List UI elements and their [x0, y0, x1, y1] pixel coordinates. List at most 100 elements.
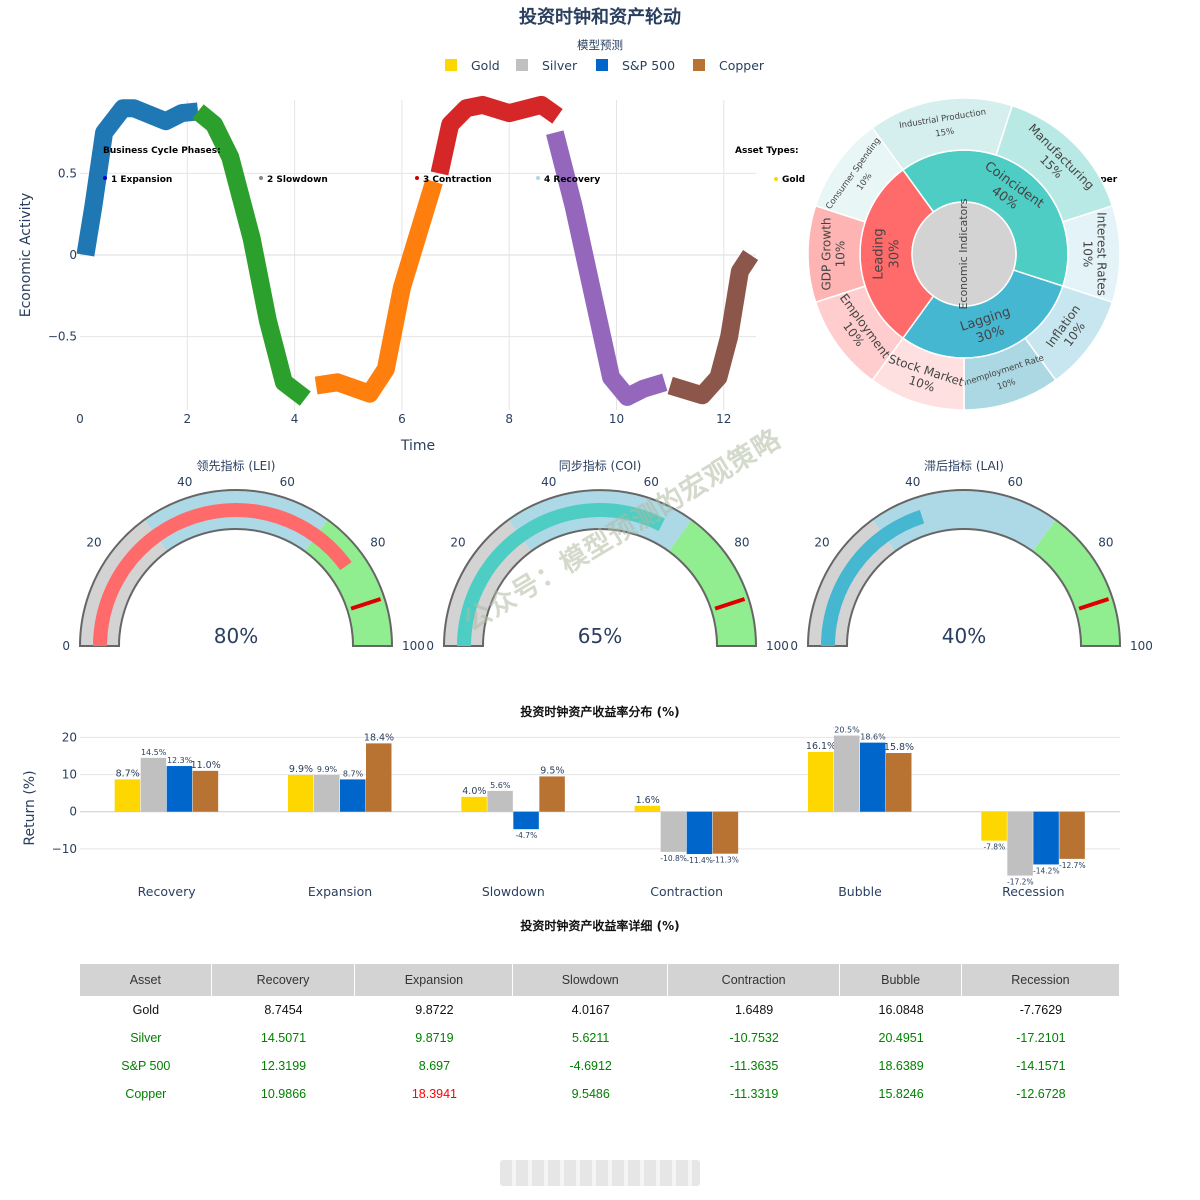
bar-data-label: -14.2% — [1033, 866, 1060, 875]
gauge-threshold-1 — [714, 597, 746, 611]
table-cell: 14.5071 — [260, 1031, 307, 1045]
table-cell: -7.7629 — [1019, 1003, 1063, 1017]
legend-swatch-1 — [516, 59, 528, 71]
bar-gold — [981, 811, 1007, 841]
page-title: 投资时钟和资产轮动 — [519, 6, 681, 28]
gauge-tick: 60 — [644, 475, 659, 489]
phase-label-3: 4 Recovery — [544, 175, 600, 185]
cycle-segment-5 — [546, 130, 668, 406]
bar-data-label: -11.3% — [712, 856, 739, 865]
x-tick-label: 2 — [183, 412, 191, 426]
table-cell: 4.0167 — [571, 1003, 610, 1017]
bar-silver — [1007, 811, 1033, 876]
x-tick-label: 10 — [609, 412, 624, 426]
gauge-tick: 40 — [177, 475, 192, 489]
table-row: Silver 14.5071 9.8719 5.6211 -10.7532 20.4951… — [80, 1024, 1120, 1052]
gauge-outline — [78, 489, 394, 647]
gauge-threshold-2 — [1078, 597, 1110, 611]
table-header-cell: Bubble — [840, 964, 962, 996]
bar-gold — [461, 796, 487, 812]
gauge-title-1: 同步指标 (COI) — [559, 458, 642, 473]
gauge-band — [872, 490, 1056, 552]
sunburst-outer-value: 10% — [834, 241, 848, 268]
top-legend: Gold Silver S&P 500 Copper — [445, 58, 765, 73]
sunburst-outer-segment — [814, 126, 904, 223]
table-cell: 5.6211 — [572, 1031, 610, 1045]
gauge-band — [1032, 519, 1120, 646]
legend-label-2: S&P 500 — [622, 58, 675, 73]
table-cell: 18.6389 — [878, 1059, 924, 1073]
gauge-outline — [806, 489, 1122, 647]
gauge-value-bar-0 — [93, 503, 352, 646]
bar-data-label: 5.6% — [490, 781, 511, 790]
bar-data-label: -11.4% — [686, 856, 713, 865]
gauge-tick: 20 — [86, 535, 101, 549]
y-axis-label: Economic Activity — [18, 193, 34, 318]
sunburst-inner-label: Leading — [872, 228, 887, 279]
gauge-threshold-0 — [350, 597, 382, 611]
bar-silver — [140, 757, 167, 812]
bar-data-label: 9.9% — [289, 764, 313, 775]
cycle-segment-1 — [76, 99, 199, 257]
bar-data-label: 15.8% — [884, 742, 914, 753]
bar-category-label: Recession — [1002, 884, 1064, 899]
table-cell: -4.6912 — [569, 1059, 612, 1073]
table-cell: 9.8719 — [415, 1031, 454, 1045]
table-header-cell: Contraction — [667, 964, 841, 996]
y-tick-label: −0.5 — [48, 330, 77, 344]
bar-y-tick: 10 — [62, 768, 77, 782]
gauge-tick: 80 — [734, 535, 749, 549]
bar-copper — [192, 770, 219, 812]
gauge-value-bar-1 — [457, 502, 665, 646]
phase-marker-2 — [415, 176, 419, 180]
bar-category-label: Contraction — [650, 884, 723, 899]
phases-title: Business Cycle Phases: — [103, 146, 221, 156]
bar-s-p-500 — [513, 811, 539, 830]
bar-category-label: Bubble — [838, 884, 882, 899]
bar-copper — [1059, 811, 1085, 859]
returns-bar-chart: 投资时钟资产收益率分布 (%) −10 0 10 20 Return (%) Recover… — [22, 704, 1120, 899]
table-header-cell: Recession — [961, 964, 1120, 996]
assets-title: Asset Types: — [735, 146, 799, 156]
phase-label-1: 2 Slowdown — [267, 175, 328, 185]
blurred-footer-bar — [500, 1160, 700, 1186]
gauge-tick: 100 — [1130, 639, 1153, 653]
bar-data-label: -4.7% — [515, 831, 537, 840]
table-cell: -12.6728 — [1016, 1087, 1066, 1101]
table-cell: 15.8246 — [878, 1087, 924, 1101]
table-cell: -17.2101 — [1016, 1031, 1066, 1045]
bar-data-label: 18.6% — [860, 733, 886, 742]
sunburst-outer-value: 10% — [1081, 241, 1095, 268]
sunburst-center-label: Economic Indicators — [957, 198, 970, 309]
asset-label-0: Gold — [782, 175, 805, 185]
table-body: Gold 8.7454 9.8722 4.0167 1.6489 16.0848 -7.76… — [80, 996, 1120, 1108]
gauge-tick: 20 — [814, 535, 829, 549]
bar-copper — [712, 811, 739, 854]
legend-swatch-2 — [596, 59, 608, 71]
bar-data-label: -7.8% — [983, 843, 1005, 852]
returns-table: Asset Recovery Expansion Slowdown Contractio… — [80, 964, 1120, 1108]
gauge-tick: 100 — [402, 639, 425, 653]
bar-category-label: Expansion — [308, 884, 372, 899]
x-tick-label: 0 — [76, 412, 84, 426]
bar-data-label: 14.5% — [141, 748, 167, 757]
bar-data-label: -12.7% — [1059, 861, 1086, 870]
bar-silver — [660, 811, 687, 852]
table-header-row: Asset Recovery Expansion Slowdown Contractio… — [80, 964, 1120, 996]
table-cell: S&P 500 — [121, 1059, 171, 1073]
bar-data-label: 1.6% — [636, 795, 660, 806]
bar-y-axis-label: Return (%) — [22, 770, 38, 845]
table-cell: 18.3941 — [411, 1087, 457, 1101]
sunburst-outer-label: Interest Rates — [1095, 212, 1109, 296]
bar-data-label: 8.7% — [116, 768, 140, 779]
legend-label-1: Silver — [542, 58, 578, 73]
table-cell: 8.697 — [418, 1059, 451, 1073]
phase-marker-3 — [536, 176, 540, 180]
gauge-panel: 领先指标 (LEI) 0 20 40 60 80 100 80% 同步指标 (COI) 0 20 40… — [62, 458, 1153, 653]
phase-marker-1 — [259, 176, 263, 180]
cycle-segment-3 — [314, 178, 443, 403]
bar-silver — [487, 790, 513, 812]
bar-gold — [114, 779, 141, 812]
table-cell: Silver — [130, 1031, 162, 1045]
